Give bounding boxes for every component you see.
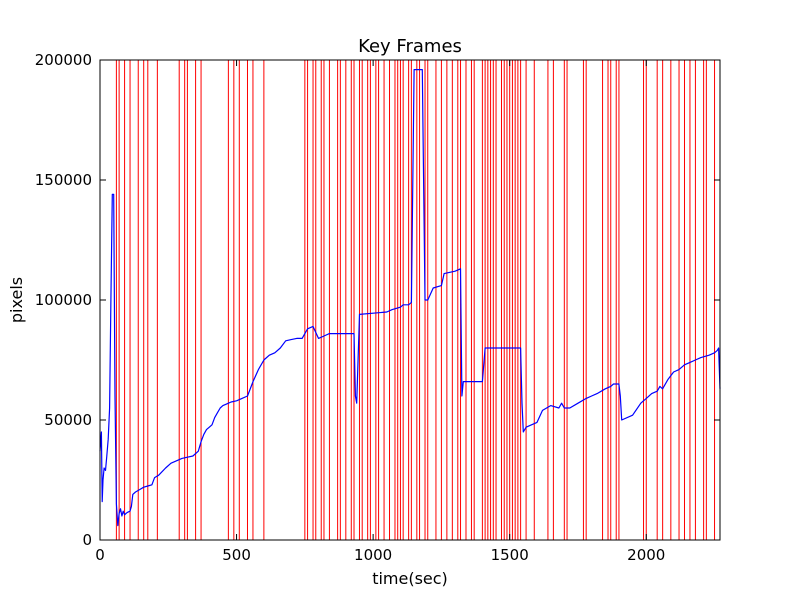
x-tick-label-1: 500 <box>222 546 251 564</box>
axis-ticks: 0 500 1000 1500 2000 0 50000 100000 150000 200000 <box>35 51 720 564</box>
y-tick-label-4: 200000 <box>35 51 92 69</box>
series-line <box>99 68 721 527</box>
x-tick-label-4: 2000 <box>627 546 665 564</box>
x-tick-label-3: 1500 <box>491 546 529 564</box>
x-tick-label-2: 1000 <box>354 546 392 564</box>
y-tick-label-1: 50000 <box>44 411 92 429</box>
series-layer <box>99 68 721 527</box>
y-tick-label-3: 150000 <box>35 171 92 189</box>
y-tick-label-2: 100000 <box>35 291 92 309</box>
y-axis-label: pixels <box>7 277 26 323</box>
keyframe-lines <box>99 60 721 540</box>
x-axis-label: time(sec) <box>372 569 448 588</box>
chart-title: Key Frames <box>358 36 462 57</box>
y-tick-label-0: 0 <box>82 531 92 549</box>
x-tick-label-0: 0 <box>95 546 105 564</box>
